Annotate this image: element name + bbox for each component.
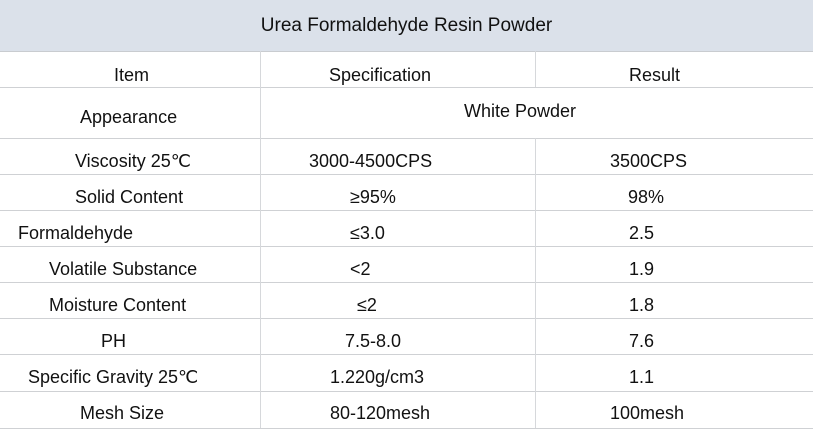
- item-name: Moisture Content: [49, 295, 187, 315]
- specification-value: ≤2: [357, 295, 377, 315]
- header-specification: Specification: [329, 65, 432, 85]
- result-value: 1.8: [629, 295, 655, 315]
- row-divider: [0, 354, 813, 355]
- item-name: Specific Gravity 25℃: [28, 367, 199, 387]
- item-name: PH: [101, 331, 127, 351]
- row-divider: [0, 174, 813, 175]
- column-divider: [260, 51, 261, 428]
- column-divider: [535, 138, 536, 428]
- result-value: 1.1: [629, 367, 655, 387]
- specification-value: ≤3.0: [350, 223, 385, 243]
- row-divider: [0, 318, 813, 319]
- result-value: 1.9: [629, 259, 655, 279]
- row-divider: [0, 87, 813, 88]
- column-divider: [535, 51, 536, 87]
- row-divider: [0, 138, 813, 139]
- header-item: Item: [114, 65, 150, 85]
- item-name: Solid Content: [75, 187, 184, 207]
- specification-value: 1.220g/cm3: [330, 367, 425, 387]
- row-divider: [0, 210, 813, 211]
- row-divider: [0, 391, 813, 392]
- item-name: Formaldehyde: [18, 223, 134, 243]
- specification-value: 7.5-8.0: [345, 331, 402, 351]
- item-name: Viscosity 25℃: [75, 151, 191, 171]
- item-name: Volatile Substance: [49, 259, 198, 279]
- row-divider: [0, 246, 813, 247]
- result-value: 2.5: [629, 223, 655, 243]
- header-result: Result: [629, 65, 681, 85]
- item-name: Mesh Size: [80, 403, 165, 423]
- table-title: Urea Formaldehyde Resin Powder: [0, 0, 813, 52]
- specification-value: ≥95%: [350, 187, 396, 207]
- specification-value: <2: [350, 259, 371, 279]
- appearance-value: White Powder: [464, 101, 577, 121]
- result-value: 98%: [628, 187, 665, 207]
- result-value: 3500CPS: [610, 151, 688, 171]
- specification-value: 80-120mesh: [330, 403, 431, 423]
- row-divider: [0, 282, 813, 283]
- result-value: 100mesh: [610, 403, 685, 423]
- appearance-label: Appearance: [80, 107, 178, 127]
- specification-value: 3000-4500CPS: [309, 151, 433, 171]
- result-value: 7.6: [629, 331, 655, 351]
